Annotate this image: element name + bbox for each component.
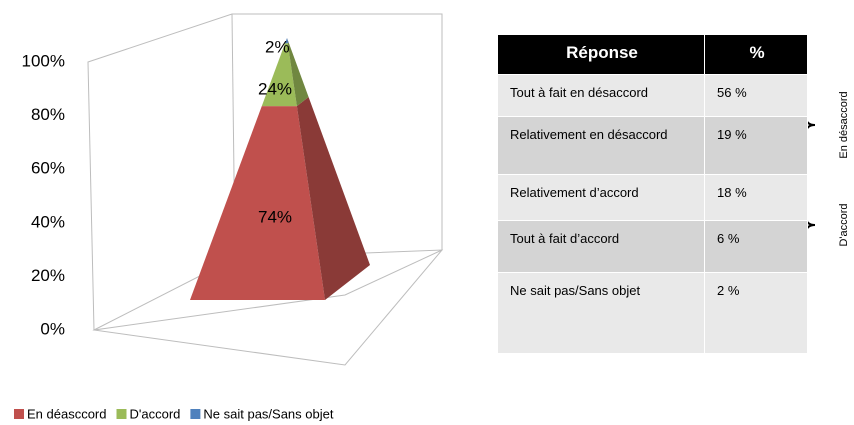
y-tick-label: 0%: [40, 319, 65, 338]
legend-swatch: [116, 409, 127, 419]
legend-label: D'accord: [130, 406, 181, 421]
y-tick-label: 80%: [31, 105, 65, 124]
table-cell: 18 %: [704, 174, 808, 221]
legend-label: Ne sait pas/Sans objet: [203, 406, 333, 421]
pyramid-front: [190, 106, 325, 301]
data-label: 2%: [265, 37, 290, 56]
cell-text: Relativement d’accord: [510, 185, 639, 200]
table-cell: Tout à fait d’accord: [497, 220, 705, 273]
table-cell: Relativement d’accord: [497, 174, 705, 221]
table-row: Tout à fait en désaccord 56 %: [497, 74, 808, 117]
pyramid-side: [287, 42, 309, 107]
table-cell: 56 %: [704, 74, 808, 117]
chart-floor: [92, 249, 444, 366]
y-tick-label: 40%: [31, 212, 65, 231]
legend-label: En déasccord: [27, 406, 107, 421]
table-cell: 19 %: [704, 116, 808, 175]
header-cell: Réponse: [497, 34, 705, 75]
pyramid-front: [261, 43, 297, 107]
response-table: Réponse% Tout à fait en désaccord 56 % Rela…: [497, 34, 808, 354]
table-row: Tout à fait d’accord 6 %: [497, 220, 808, 273]
table-cell: Tout à fait en désaccord: [497, 74, 705, 117]
header-row: Réponse%: [497, 34, 808, 75]
table-cell: 2 %: [704, 272, 808, 354]
table-row: Relativement en désaccord 19 %: [497, 116, 808, 175]
y-tick-label: 20%: [31, 266, 65, 285]
cell-text: 18 %: [717, 185, 747, 200]
cell-text: 19 %: [717, 127, 747, 142]
y-tick-label: 60%: [31, 159, 65, 178]
cell-text: 6 %: [717, 231, 740, 246]
table-cell: Relativement en désaccord: [497, 116, 705, 175]
data-label: 74%: [258, 207, 292, 226]
bracket-label: D'accord: [838, 203, 850, 246]
data-label: 24%: [258, 79, 292, 98]
pyramid-side: [296, 97, 370, 301]
cell-text: Tout à fait en désaccord: [510, 85, 649, 100]
cell-text: 56 %: [717, 85, 747, 100]
table-row: Ne sait pas/Sans objet 2 %: [497, 272, 808, 354]
cell-text: 2 %: [717, 283, 740, 298]
cell-text: Tout à fait d’accord: [510, 231, 620, 246]
header-cell: %: [704, 34, 808, 75]
table-cell: Ne sait pas/Sans objet: [497, 272, 705, 354]
bracket-label: En désaccord: [838, 91, 850, 158]
pyramid-front: [285, 38, 288, 44]
cell-text: Relativement en désaccord: [510, 127, 668, 142]
legend-swatch: [14, 409, 24, 419]
legend-swatch: [190, 409, 201, 419]
pyramid-side: [287, 38, 289, 44]
cell-text: Ne sait pas/Sans objet: [510, 283, 641, 298]
table-cell: 6 %: [704, 220, 808, 273]
table-row: Relativement d’accord 18 %: [497, 174, 808, 221]
y-tick-label: 100%: [22, 51, 65, 70]
